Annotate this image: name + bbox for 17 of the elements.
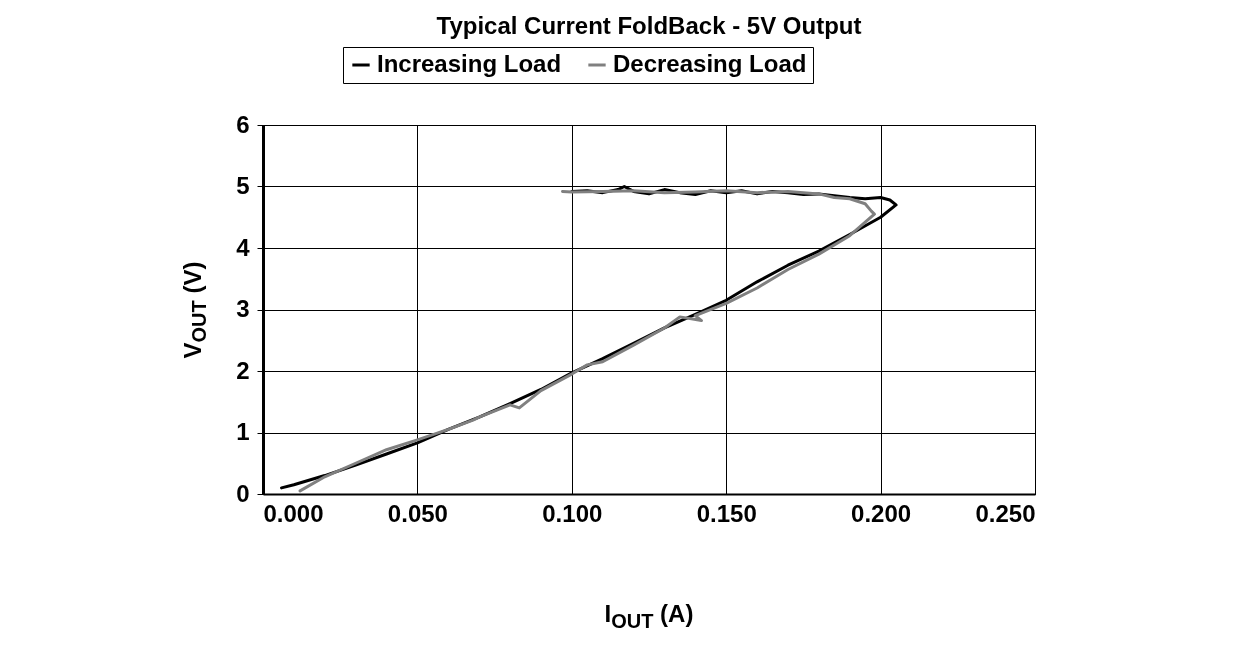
x-tick-label: 0.250 [975, 499, 1036, 527]
y-tick-label: 0 [236, 479, 250, 507]
chart-title: Typical Current FoldBack - 5V Output [436, 12, 862, 40]
y-tick-label: 5 [236, 172, 250, 199]
x-axis-title: I$_{OUT}$ (A) [604, 600, 694, 633]
x-tick-label: 0.200 [851, 499, 912, 527]
y-tick-label: 1 [236, 418, 250, 445]
x-tick-label: 0.000 [263, 499, 324, 527]
legend-label: Decreasing Load [613, 50, 807, 77]
x-tick-label: 0.100 [542, 499, 603, 527]
y-tick-label: 2 [236, 356, 250, 384]
y-tick-label: 6 [236, 110, 250, 138]
legend-label: Increasing Load [377, 50, 562, 77]
x-tick-label: 0.150 [696, 499, 757, 527]
y-tick-label: 3 [236, 295, 250, 322]
x-tick-label: 0.050 [387, 499, 448, 527]
y-tick-label: 4 [236, 233, 251, 261]
